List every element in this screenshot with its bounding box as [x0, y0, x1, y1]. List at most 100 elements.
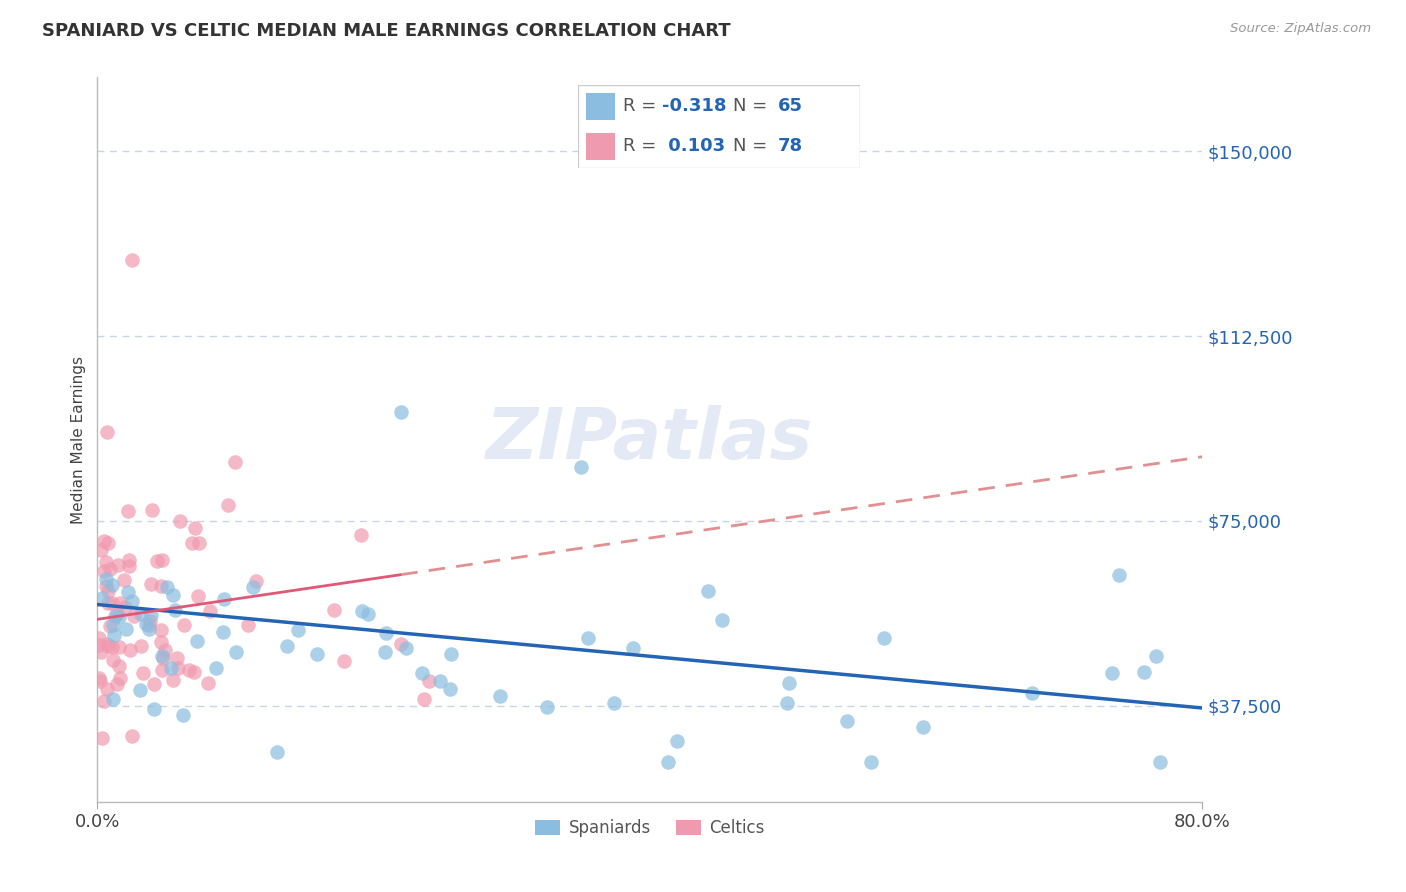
Point — [1108, 568, 1130, 582]
Point — [121, 594, 143, 608]
Point — [105, 607, 128, 621]
Point — [350, 528, 373, 542]
Point — [183, 665, 205, 679]
Point — [156, 580, 179, 594]
Point — [188, 535, 211, 549]
Point — [97, 584, 120, 599]
Point — [439, 681, 461, 696]
Point — [117, 504, 139, 518]
Point — [110, 596, 132, 610]
Point — [139, 614, 162, 628]
Point — [224, 455, 246, 469]
Point — [429, 674, 451, 689]
Point — [94, 572, 117, 586]
Point — [143, 677, 166, 691]
Point — [696, 584, 718, 599]
Point — [129, 683, 152, 698]
Point — [389, 637, 412, 651]
Point — [103, 628, 125, 642]
Point — [93, 565, 115, 579]
Point — [198, 604, 221, 618]
Point — [1101, 665, 1123, 680]
Point — [107, 558, 129, 573]
Point — [90, 543, 112, 558]
Point — [873, 632, 896, 646]
Point — [152, 651, 174, 665]
Point — [569, 459, 592, 474]
Point — [139, 607, 162, 622]
Point — [242, 580, 264, 594]
Point — [172, 707, 194, 722]
Point — [135, 616, 157, 631]
Point — [225, 645, 247, 659]
Point — [276, 639, 298, 653]
Point — [169, 514, 191, 528]
Point — [90, 645, 112, 659]
Point — [91, 731, 114, 745]
Point — [114, 622, 136, 636]
Point — [665, 734, 688, 748]
Legend: Spaniards, Celtics: Spaniards, Celtics — [529, 813, 770, 844]
Point — [139, 576, 162, 591]
Point — [488, 689, 510, 703]
Point — [101, 578, 124, 592]
Point — [117, 585, 139, 599]
Point — [98, 618, 121, 632]
Point — [375, 625, 398, 640]
Point — [91, 591, 114, 605]
Point — [536, 699, 558, 714]
Point — [181, 536, 204, 550]
Point — [89, 674, 111, 689]
Point — [173, 618, 195, 632]
Point — [1132, 665, 1154, 679]
Point — [131, 666, 153, 681]
Point — [87, 638, 110, 652]
Point — [418, 673, 440, 688]
Point — [101, 595, 124, 609]
Point — [105, 677, 128, 691]
Point — [287, 623, 309, 637]
Point — [87, 671, 110, 685]
Point — [166, 651, 188, 665]
Point — [163, 603, 186, 617]
Point — [143, 702, 166, 716]
Point — [107, 640, 129, 655]
Point — [621, 640, 644, 655]
Point — [1149, 755, 1171, 769]
Point — [93, 533, 115, 548]
Point — [160, 661, 183, 675]
Point — [374, 645, 396, 659]
Text: ZIPatlas: ZIPatlas — [486, 405, 814, 474]
Point — [356, 607, 378, 621]
Point — [138, 617, 160, 632]
Point — [122, 609, 145, 624]
Point — [238, 618, 260, 632]
Point — [186, 633, 208, 648]
Point — [104, 609, 127, 624]
Point — [108, 671, 131, 685]
Point — [129, 607, 152, 621]
Point — [118, 552, 141, 566]
Point — [162, 673, 184, 688]
Point — [93, 694, 115, 708]
Point — [114, 599, 136, 614]
Point — [121, 729, 143, 743]
Point — [150, 648, 173, 663]
Point — [197, 675, 219, 690]
Point — [96, 682, 118, 697]
Point — [96, 637, 118, 651]
Point — [412, 692, 434, 706]
Point — [162, 588, 184, 602]
Point — [352, 604, 374, 618]
Point — [395, 641, 418, 656]
Point — [322, 603, 344, 617]
Point — [101, 653, 124, 667]
Point — [108, 610, 131, 624]
Point — [307, 647, 329, 661]
Point — [778, 676, 800, 690]
Point — [120, 642, 142, 657]
Point — [150, 579, 173, 593]
Text: Source: ZipAtlas.com: Source: ZipAtlas.com — [1230, 22, 1371, 36]
Point — [153, 643, 176, 657]
Point — [138, 622, 160, 636]
